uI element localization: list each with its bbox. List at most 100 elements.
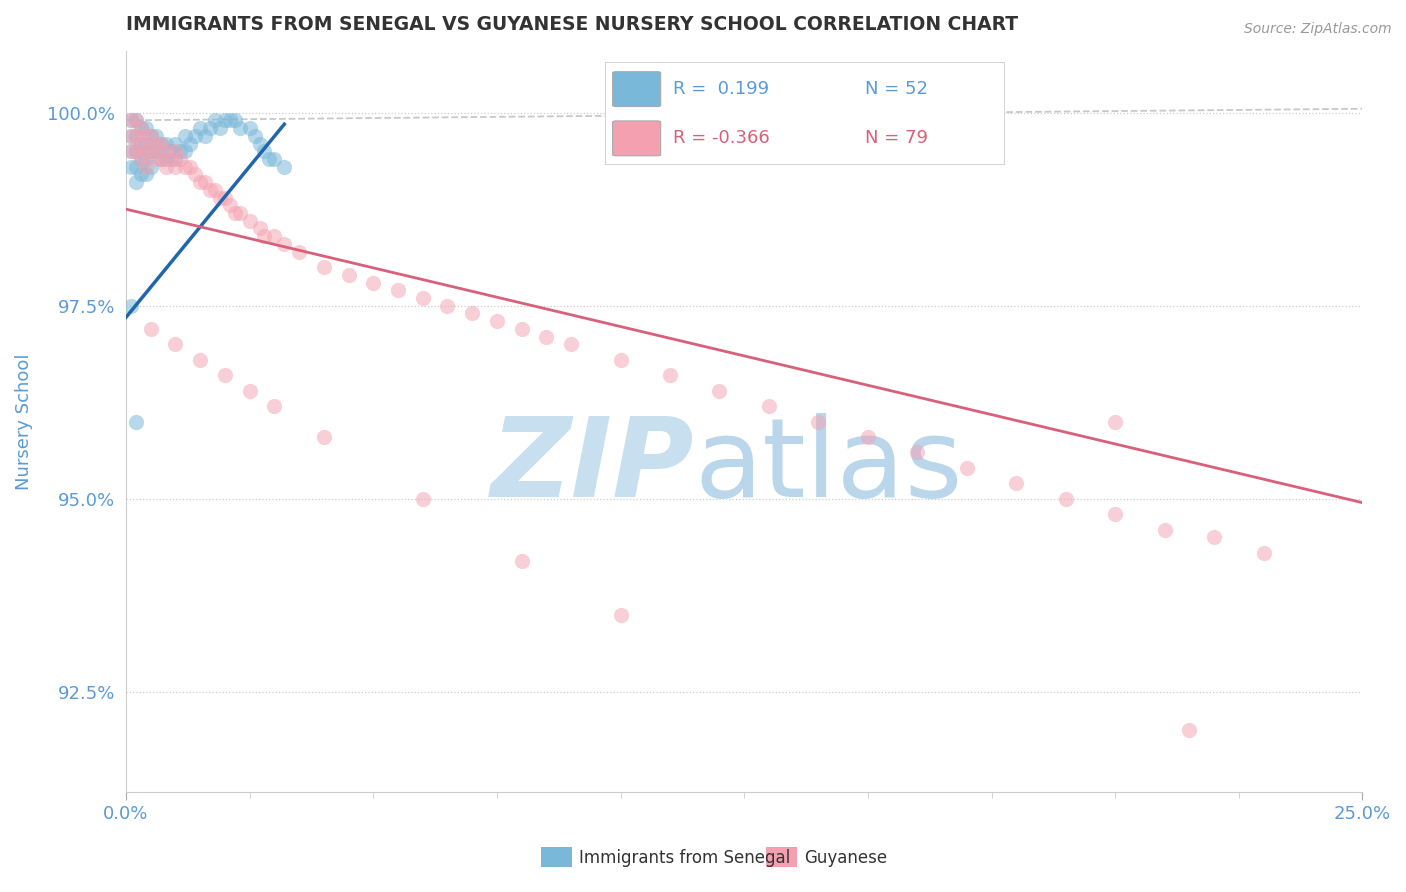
- Point: [1104, 415, 1126, 429]
- Point: [159, 152, 181, 166]
- Text: Source: ZipAtlas.com: Source: ZipAtlas.com: [1244, 22, 1392, 37]
- Point: [412, 491, 434, 506]
- Point: [214, 368, 236, 383]
- Point: [135, 152, 157, 166]
- Point: [155, 160, 177, 174]
- Point: [536, 329, 558, 343]
- Point: [412, 291, 434, 305]
- Point: [125, 113, 148, 128]
- Point: [120, 128, 142, 143]
- Point: [273, 236, 295, 251]
- Point: [361, 276, 384, 290]
- Point: [194, 175, 217, 189]
- Point: [155, 152, 177, 166]
- Point: [145, 136, 167, 151]
- FancyBboxPatch shape: [613, 71, 661, 106]
- Point: [436, 299, 458, 313]
- Point: [243, 128, 266, 143]
- Point: [135, 145, 157, 159]
- Text: ZIP: ZIP: [491, 412, 695, 519]
- Point: [807, 415, 830, 429]
- Point: [263, 152, 285, 166]
- Point: [709, 384, 731, 398]
- Point: [165, 145, 187, 159]
- Point: [956, 461, 979, 475]
- Point: [120, 145, 142, 159]
- Point: [125, 145, 148, 159]
- Point: [263, 399, 285, 413]
- Point: [1253, 546, 1275, 560]
- Point: [198, 121, 221, 136]
- Point: [120, 145, 142, 159]
- Point: [204, 183, 226, 197]
- Point: [485, 314, 508, 328]
- Point: [174, 145, 197, 159]
- Point: [273, 160, 295, 174]
- Point: [159, 145, 181, 159]
- Point: [659, 368, 682, 383]
- Point: [249, 136, 271, 151]
- Text: Guyanese: Guyanese: [804, 849, 887, 867]
- Point: [125, 175, 148, 189]
- Point: [263, 229, 285, 244]
- Point: [510, 322, 533, 336]
- Point: [155, 136, 177, 151]
- Point: [139, 322, 162, 336]
- Point: [194, 128, 217, 143]
- Point: [125, 415, 148, 429]
- Point: [135, 128, 157, 143]
- Point: [145, 128, 167, 143]
- Point: [198, 183, 221, 197]
- Text: N = 52: N = 52: [865, 80, 928, 98]
- Text: N = 79: N = 79: [865, 129, 928, 147]
- Point: [905, 445, 928, 459]
- Point: [1104, 508, 1126, 522]
- Point: [139, 160, 162, 174]
- Point: [239, 213, 262, 227]
- Point: [1153, 523, 1175, 537]
- Text: R =  0.199: R = 0.199: [672, 80, 769, 98]
- Point: [609, 607, 631, 622]
- Point: [204, 113, 226, 128]
- Point: [208, 121, 231, 136]
- Point: [135, 160, 157, 174]
- Text: atlas: atlas: [695, 412, 963, 519]
- Point: [129, 152, 152, 166]
- Point: [1178, 723, 1201, 738]
- Point: [129, 121, 152, 136]
- Point: [135, 136, 157, 151]
- Point: [129, 152, 152, 166]
- Point: [125, 128, 148, 143]
- Point: [139, 145, 162, 159]
- Point: [165, 152, 187, 166]
- Point: [253, 229, 276, 244]
- Point: [208, 191, 231, 205]
- FancyBboxPatch shape: [605, 62, 1005, 165]
- Point: [145, 152, 167, 166]
- Point: [224, 206, 246, 220]
- Point: [239, 121, 262, 136]
- Point: [1005, 476, 1028, 491]
- Point: [218, 198, 240, 212]
- Point: [165, 160, 187, 174]
- Y-axis label: Nursery School: Nursery School: [15, 353, 32, 490]
- Point: [188, 121, 211, 136]
- Point: [1202, 530, 1225, 544]
- Point: [125, 160, 148, 174]
- Point: [120, 113, 142, 128]
- Point: [125, 128, 148, 143]
- Point: [165, 136, 187, 151]
- Point: [149, 152, 172, 166]
- Point: [129, 168, 152, 182]
- FancyBboxPatch shape: [765, 847, 799, 868]
- Point: [337, 268, 360, 282]
- Point: [249, 221, 271, 235]
- FancyBboxPatch shape: [613, 121, 661, 156]
- Point: [560, 337, 582, 351]
- Point: [120, 160, 142, 174]
- Point: [188, 175, 211, 189]
- Point: [145, 145, 167, 159]
- Point: [758, 399, 780, 413]
- Point: [214, 191, 236, 205]
- Point: [174, 160, 197, 174]
